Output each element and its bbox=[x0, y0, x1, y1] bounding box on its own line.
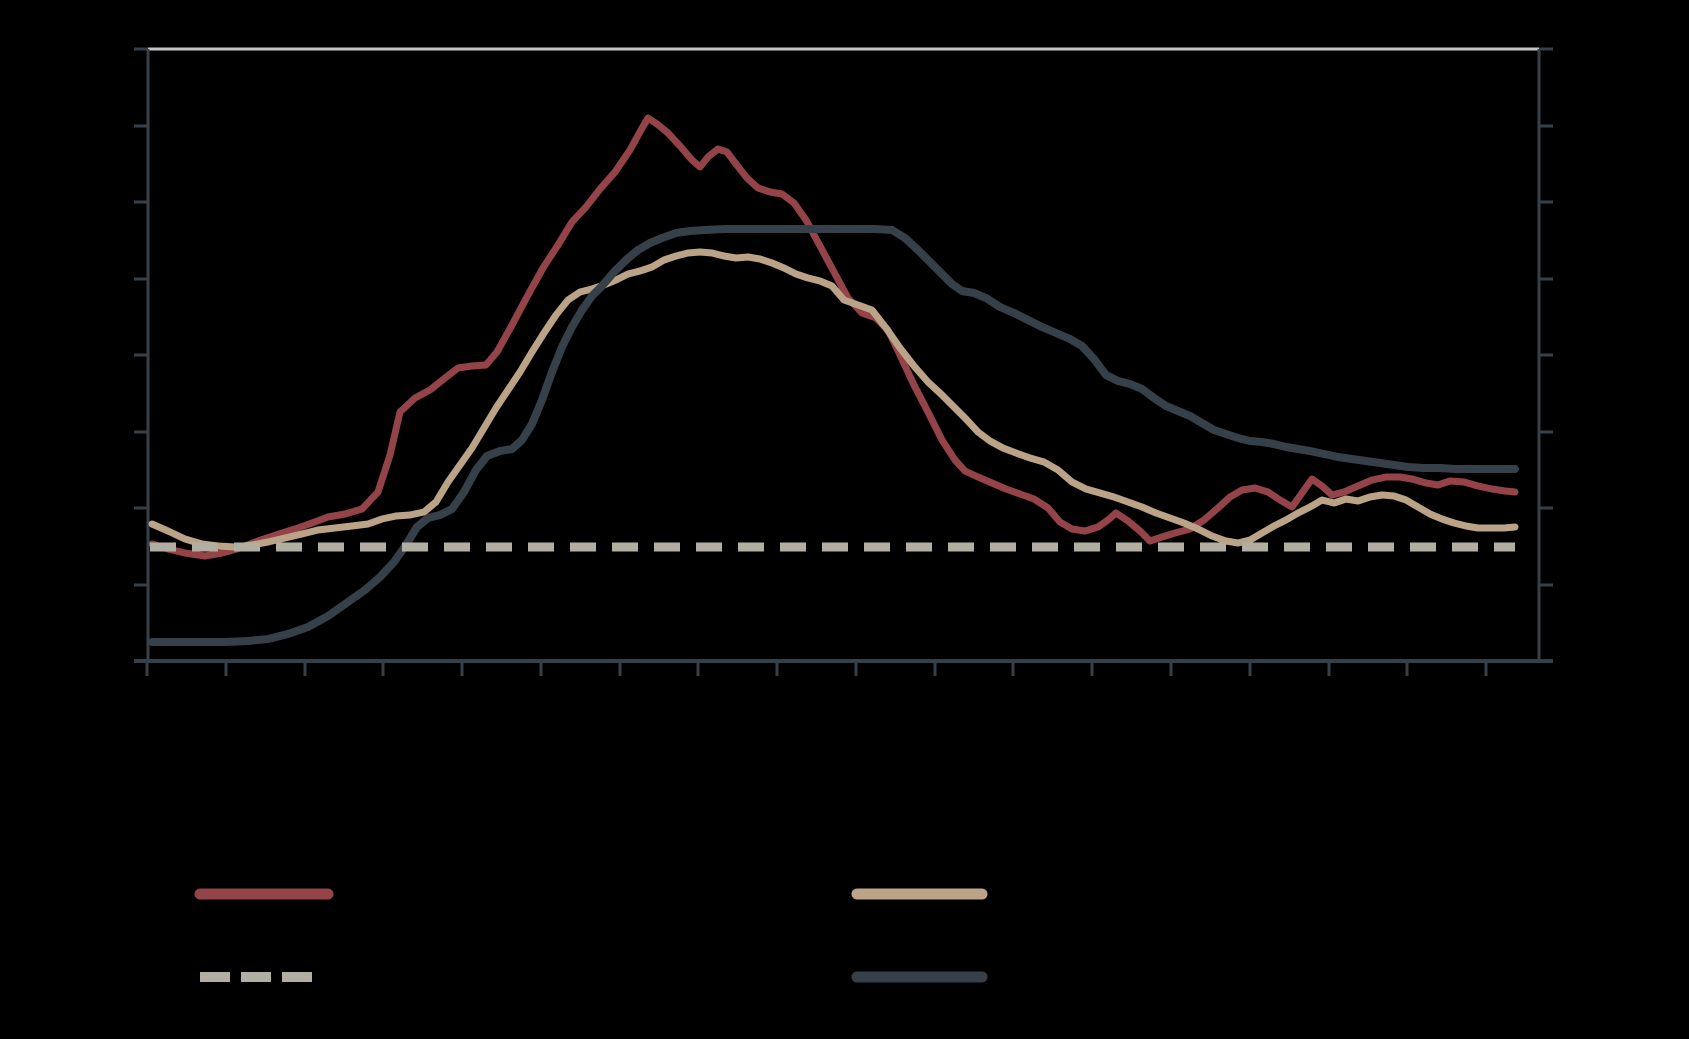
series-tan-line bbox=[148, 248, 1519, 551]
series-slate-line bbox=[148, 225, 1519, 646]
series-lines bbox=[148, 114, 1519, 646]
legend bbox=[194, 888, 988, 983]
series-red-line bbox=[148, 114, 1519, 560]
axis-ticks bbox=[134, 47, 1553, 676]
